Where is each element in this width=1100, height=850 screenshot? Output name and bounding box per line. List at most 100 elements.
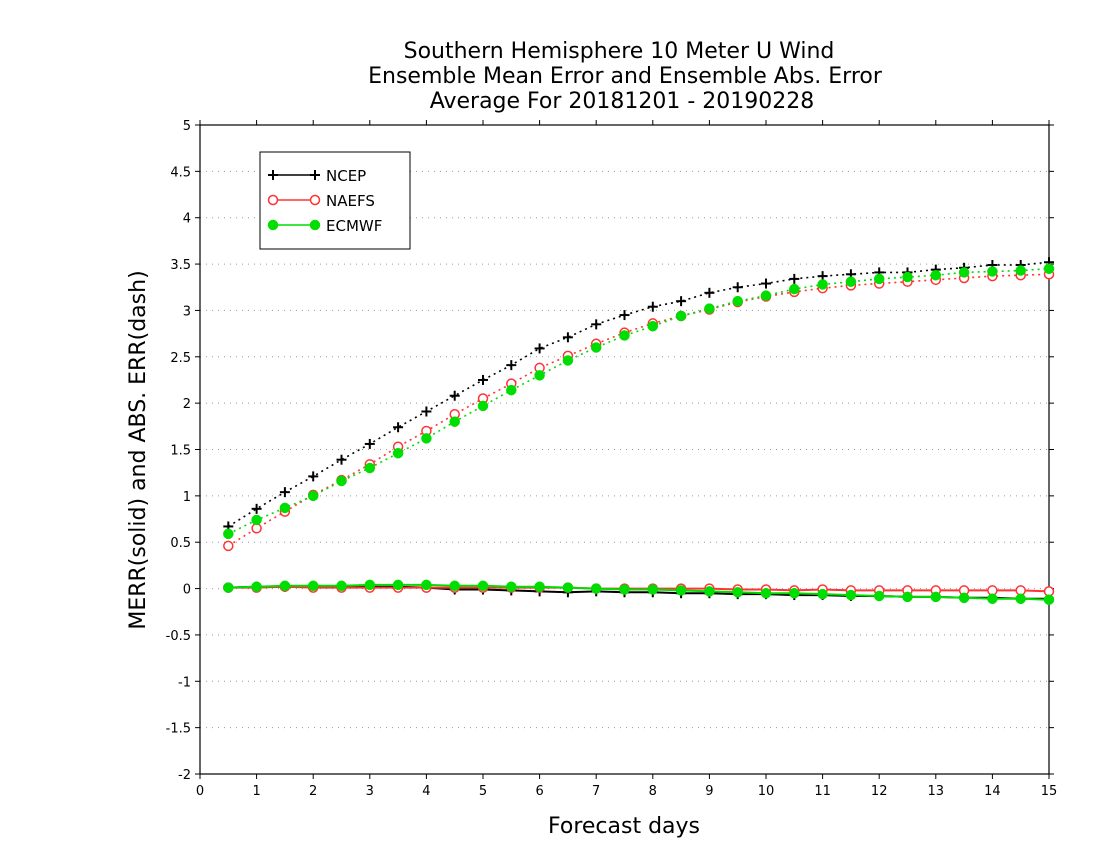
x-tick-label: 9	[705, 784, 713, 799]
plot-frame	[199, 124, 1050, 775]
x-tick-label: 1	[252, 784, 260, 799]
abs-err-point	[477, 400, 489, 412]
abs-err-point	[761, 278, 771, 289]
mean-err-point	[647, 584, 659, 595]
mean-err-point	[590, 583, 602, 594]
x-tick-label: 15	[1041, 784, 1058, 799]
abs-err-point	[619, 310, 630, 321]
abs-err-point	[647, 301, 658, 312]
abs-err-point	[223, 540, 234, 552]
x-tick-label: 3	[366, 784, 374, 799]
legend-marker	[309, 194, 321, 206]
y-tick-label: -2	[178, 768, 191, 783]
y-tick-label: 3.5	[170, 258, 191, 273]
mean-err-point	[789, 587, 800, 599]
chart-title: Southern Hemisphere 10 Meter U Wind Ense…	[368, 39, 883, 114]
title-line-1: Southern Hemisphere 10 Meter U Wind	[404, 39, 835, 64]
mean-err-point	[223, 582, 234, 593]
y-tick-label: 1	[183, 490, 191, 505]
abs-err-point	[732, 295, 743, 307]
mean-err-point	[930, 591, 942, 603]
y-tick-label: 2	[183, 397, 191, 412]
y-tick-label: -1.5	[166, 722, 191, 737]
abs-err-point	[591, 319, 602, 330]
abs-err-point	[845, 276, 857, 287]
x-tick-label: 13	[928, 784, 945, 799]
y-tick-label: 4.5	[170, 165, 191, 180]
legend: NCEP NAEFS ECMWF	[259, 151, 411, 250]
abs-err-point	[364, 438, 375, 449]
gridlines	[200, 170, 1049, 729]
mean-err-point	[1043, 594, 1055, 605]
abs-err-point	[307, 490, 319, 502]
abs-err-point	[308, 471, 319, 482]
mean-err-point	[279, 580, 291, 592]
legend-label: NCEP	[326, 167, 366, 185]
abs-err-point	[590, 342, 602, 353]
legend-item-ncep: NCEP	[268, 167, 366, 185]
abs-err-point	[364, 462, 376, 474]
title-line-3: Average For 20181201 - 20190228	[430, 89, 815, 114]
y-tick-label: -0.5	[166, 629, 191, 644]
x-axis-label: Forecast days	[548, 814, 700, 839]
series-ecmwf	[223, 263, 1055, 605]
mean-err-point	[817, 588, 828, 600]
series-ncep	[223, 257, 1054, 604]
y-tick-label: 3	[183, 304, 191, 319]
x-tick-label: 2	[309, 784, 317, 799]
abs-err-point	[987, 266, 998, 277]
abs-err-point	[449, 390, 460, 401]
abs-err-point	[392, 447, 404, 459]
abs-err-point	[873, 273, 885, 285]
abs-err-point	[506, 384, 517, 396]
mean-err-point	[987, 593, 998, 605]
mean-err-point	[845, 589, 857, 601]
y-tick-label: 1.5	[170, 444, 191, 459]
x-tick-label: 14	[984, 784, 1001, 799]
abs-err-point	[732, 282, 743, 293]
y-tick-label: -1	[178, 675, 191, 690]
y-axis-label: MERR(solid) and ABS. ERR(dash)	[126, 270, 151, 629]
abs-err-point	[534, 370, 545, 381]
abs-err-point	[279, 487, 290, 498]
abs-err-point	[704, 303, 715, 314]
abs-err-point	[562, 355, 574, 366]
mean-err-point	[704, 586, 715, 597]
mean-err-point	[449, 580, 460, 592]
x-tick-label: 4	[422, 784, 430, 799]
abs-err-point	[958, 267, 970, 278]
mean-err-point	[675, 585, 687, 596]
abs-err-point	[478, 374, 488, 385]
abs-err-point	[647, 320, 659, 332]
abs-err-point	[1043, 263, 1055, 274]
abs-err-point	[817, 279, 828, 290]
abs-err-point	[393, 422, 404, 433]
mean-err-point	[364, 579, 376, 591]
abs-err-point	[251, 514, 262, 526]
abs-err-line	[227, 267, 1050, 535]
abs-err-point	[449, 416, 460, 427]
abs-err-point	[506, 360, 517, 371]
mean-err-point	[902, 591, 913, 603]
y-tick-label: 4	[183, 212, 191, 227]
mean-err-point	[336, 580, 347, 592]
legend-marker	[268, 170, 278, 180]
mean-err-point	[562, 582, 574, 593]
y-tick-label: 0.5	[170, 536, 191, 551]
legend-label: NAEFS	[326, 192, 375, 210]
x-tick-label: 0	[196, 784, 204, 799]
legend-marker	[309, 219, 321, 231]
abs-err-point	[1015, 265, 1026, 276]
data-series	[223, 257, 1055, 605]
mean-err-point	[506, 581, 517, 592]
title-line-2: Ensemble Mean Error and Ensemble Abs. Er…	[368, 64, 883, 89]
x-tick-label: 6	[535, 784, 543, 799]
axes	[195, 120, 1054, 779]
abs-err-point	[619, 330, 630, 341]
y-tick-label: 2.5	[170, 351, 191, 366]
mean-err-point	[477, 580, 489, 592]
x-tick-label: 7	[592, 784, 600, 799]
legend-marker	[267, 194, 279, 206]
x-tick-label: 12	[871, 784, 888, 799]
